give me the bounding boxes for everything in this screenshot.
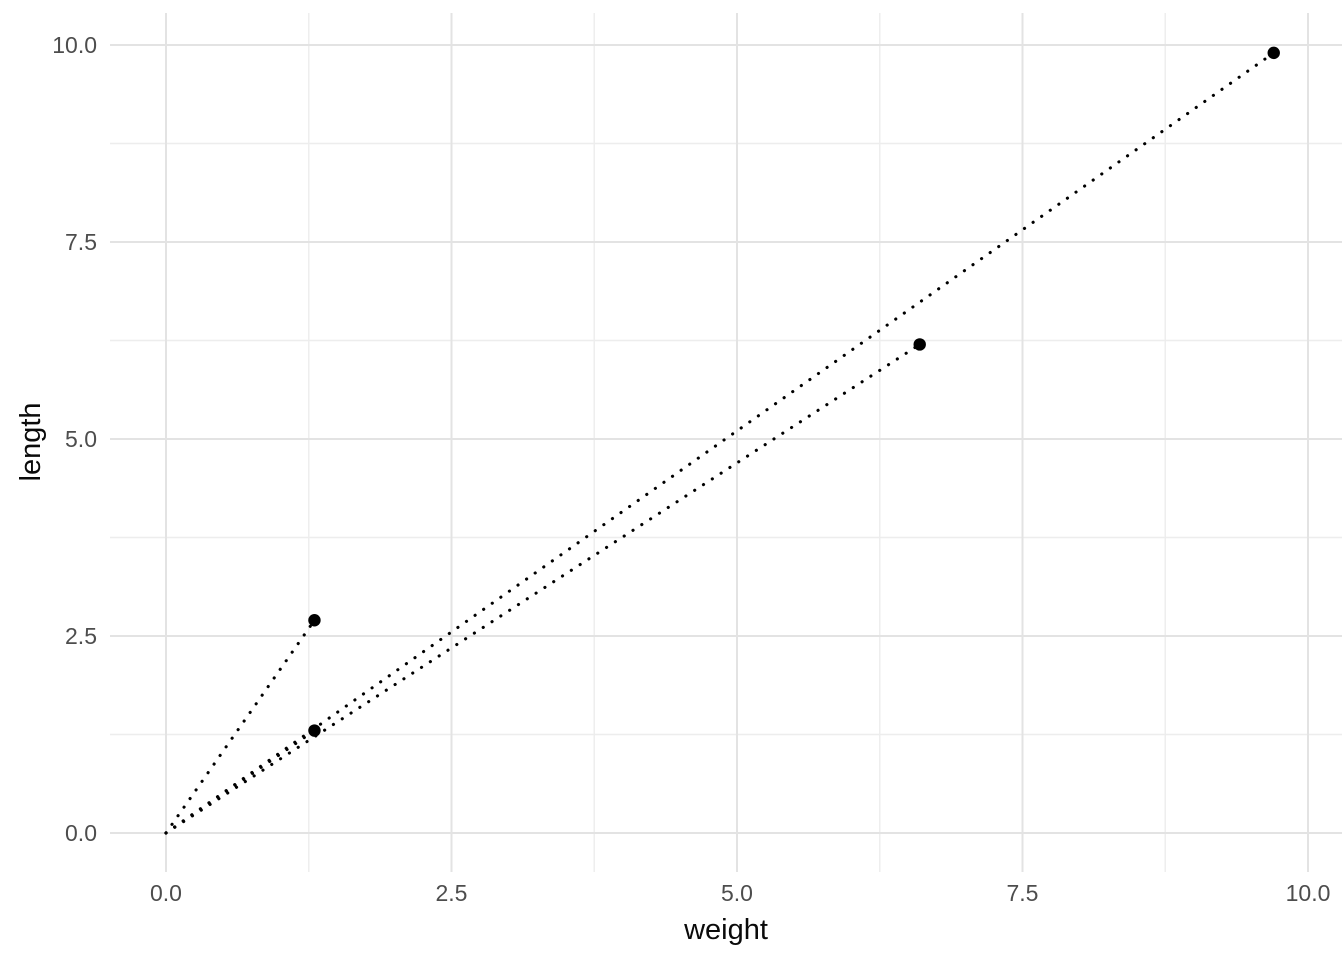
y-axis-title: length: [15, 402, 47, 481]
x-axis-title: weight: [683, 914, 768, 946]
x-tick-label: 2.5: [436, 880, 468, 906]
x-tick-label: 7.5: [1007, 880, 1039, 906]
y-tick-label: 7.5: [65, 229, 97, 255]
y-tick-label: 5.0: [65, 426, 97, 452]
x-axis-tick-labels: 0.0 2.5 5.0 7.5 10.0: [150, 880, 1330, 906]
dotted-segments: [164, 51, 1276, 835]
x-tick-label: 10.0: [1286, 880, 1331, 906]
y-axis-tick-labels: 0.0 2.5 5.0 7.5 10.0: [52, 32, 97, 846]
data-point: [308, 614, 321, 627]
data-points: [308, 46, 1280, 737]
data-point: [913, 338, 926, 351]
data-point: [1267, 46, 1280, 60]
x-tick-label: 5.0: [721, 880, 753, 906]
y-tick-label: 10.0: [52, 32, 97, 58]
gridlines-major: [110, 13, 1342, 872]
y-tick-label: 2.5: [65, 623, 97, 649]
origin-segment: [164, 618, 317, 835]
x-tick-label: 0.0: [150, 880, 182, 906]
data-point: [308, 724, 321, 737]
y-tick-label: 0.0: [65, 820, 97, 846]
